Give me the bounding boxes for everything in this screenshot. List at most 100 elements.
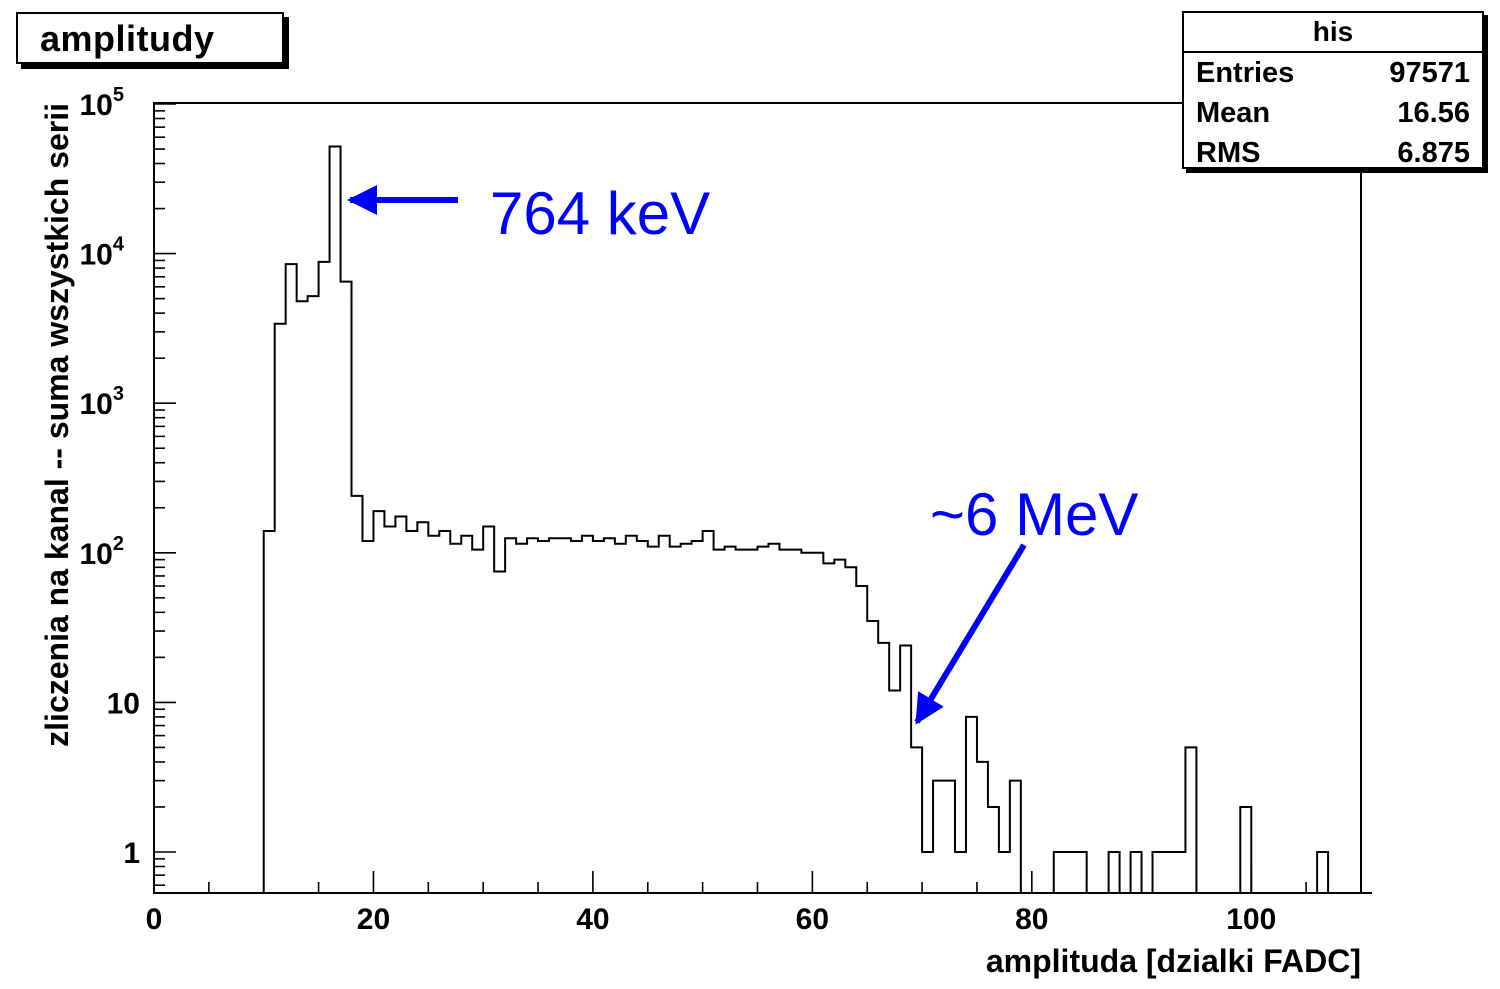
histogram-bin — [395, 516, 406, 893]
stats-value: 6.875 — [1397, 137, 1470, 169]
histogram-bin — [812, 553, 823, 893]
histogram-bin — [297, 301, 308, 893]
histogram-series — [154, 145, 1372, 894]
y-tick-label: 104 — [80, 234, 125, 272]
histogram-bin — [670, 547, 681, 893]
y-tick-label: 102 — [80, 533, 125, 571]
histogram-bin — [845, 567, 856, 893]
histogram-bin — [714, 550, 725, 893]
y-tick-label: 105 — [80, 84, 125, 122]
histogram-bin — [450, 544, 461, 893]
stats-title: his — [1184, 13, 1482, 53]
histogram-bin — [966, 717, 977, 893]
histogram-bin — [362, 541, 373, 893]
histogram-bin — [801, 553, 812, 893]
histogram-bin — [472, 550, 483, 893]
histogram-bin — [571, 541, 582, 893]
histogram-bin — [549, 538, 560, 893]
histogram-bin — [341, 282, 352, 893]
histogram-bin — [330, 146, 341, 893]
stats-key: Mean — [1196, 97, 1271, 129]
annotation-arrow-6mev — [914, 543, 1027, 725]
x-tick-label: 40 — [576, 903, 609, 936]
histogram-bin — [1174, 852, 1185, 893]
histogram-bin — [889, 691, 900, 893]
stats-key: Entries — [1196, 57, 1295, 89]
chart-title-box: amplitudy — [16, 12, 284, 64]
stats-key: RMS — [1196, 137, 1261, 169]
histogram-bin — [384, 526, 395, 893]
chart-title: amplitudy — [40, 18, 215, 59]
histogram-bin — [1317, 852, 1328, 893]
x-tick-label: 20 — [357, 903, 390, 936]
histogram-bin — [505, 538, 516, 893]
annotation-6mev: ~6 MeV — [930, 481, 1138, 548]
x-axis-label: amplitudа [dzialki FADC] — [986, 943, 1361, 979]
plot-frame — [153, 102, 1362, 894]
histogram-bin — [944, 781, 955, 893]
histogram-bin — [538, 541, 549, 893]
histogram-bin — [626, 536, 637, 893]
x-tick-label: 60 — [796, 903, 829, 936]
histogram-bin — [856, 586, 867, 893]
y-tick-label: 103 — [80, 383, 125, 421]
histogram-bin — [648, 547, 659, 893]
histogram-bin — [779, 550, 790, 893]
x-tick-label: 100 — [1226, 903, 1276, 936]
y-tick-label: 1 — [123, 837, 140, 870]
histogram-bin — [494, 571, 505, 893]
histogram-bin — [1185, 747, 1196, 893]
histogram-bin — [593, 541, 604, 893]
stats-value: 16.56 — [1397, 97, 1470, 129]
y-axis-label: zliczenia na kanal -- suma wszystkich se… — [39, 103, 75, 747]
histogram-bin — [703, 531, 714, 893]
histogram-bin — [758, 547, 769, 893]
histogram-bin — [483, 526, 494, 893]
x-tick-label: 80 — [1015, 903, 1048, 936]
histogram-bin — [988, 807, 999, 893]
histogram-bin — [736, 550, 747, 893]
histogram-bin — [1109, 852, 1120, 893]
histogram-bin — [560, 538, 571, 893]
histogram-bin — [790, 550, 801, 893]
histogram-bin — [659, 536, 670, 893]
histogram-bin — [747, 550, 758, 893]
annotation-764kev: 764 keV — [490, 180, 710, 247]
histogram-bin — [615, 544, 626, 893]
histogram-bin — [1131, 852, 1142, 893]
histogram-bin — [725, 547, 736, 893]
histogram-bin — [1163, 852, 1174, 893]
histogram-bin — [977, 762, 988, 893]
histogram-bin — [516, 544, 527, 893]
histogram-bin — [1240, 807, 1251, 893]
histogram-bin — [428, 536, 439, 893]
histogram-bin — [275, 324, 286, 893]
histogram-bin — [406, 531, 417, 893]
histogram-bin — [604, 538, 615, 893]
histogram-bin — [1065, 852, 1076, 893]
histogram-bin — [637, 541, 648, 893]
histogram-bin — [999, 852, 1010, 893]
histogram-bin — [692, 541, 703, 893]
histogram-bin — [286, 264, 297, 893]
histogram-bin — [319, 262, 330, 893]
histogram-bin — [308, 296, 319, 893]
histogram-bin — [834, 560, 845, 893]
histogram-bin — [373, 511, 384, 893]
histogram-bin — [461, 536, 472, 893]
stats-value: 97571 — [1389, 57, 1470, 89]
histogram-bin — [922, 852, 933, 893]
histogram-bin — [933, 781, 944, 893]
x-tick-label: 0 — [146, 903, 163, 936]
histogram-bin — [527, 538, 538, 893]
histogram-bin — [823, 563, 834, 893]
histogram-bin — [955, 852, 966, 893]
histogram-bin — [911, 747, 922, 893]
stats-box: his Entries 97571 Mean 16.56 RMS 6.875 — [1182, 11, 1484, 169]
histogram-bin — [867, 621, 878, 893]
histogram-bin — [439, 531, 450, 893]
histogram-bin — [900, 646, 911, 893]
histogram-bin — [1153, 852, 1164, 893]
histogram-bin — [681, 544, 692, 893]
